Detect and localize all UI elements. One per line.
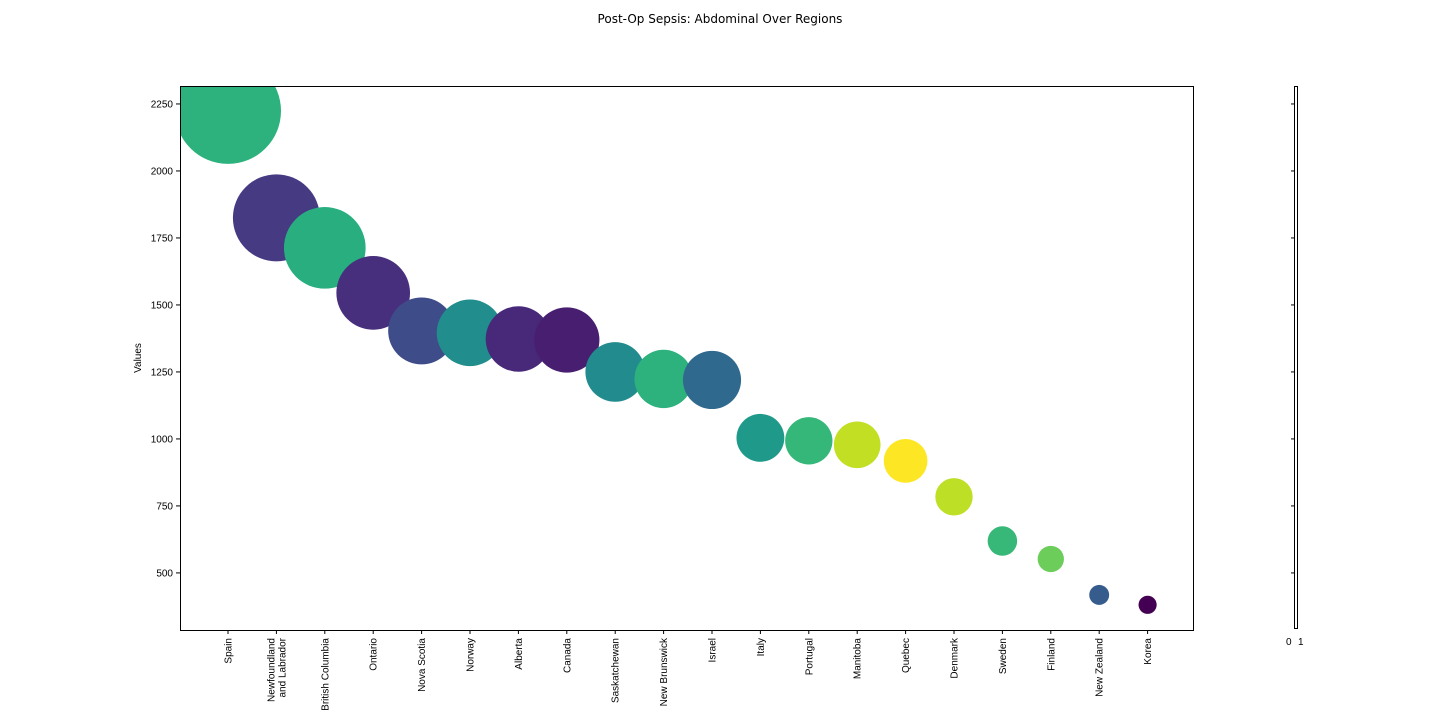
bubble-new-brunswick	[634, 349, 693, 409]
bubble-saskatchewan	[585, 342, 645, 402]
x-tick-label: Korea	[1143, 638, 1154, 665]
bubble-manitoba	[833, 421, 881, 469]
markers	[180, 86, 1157, 614]
y-tick-label: 500	[156, 568, 173, 579]
y-axis-label: Values	[133, 343, 144, 373]
x-tick-label: New Zealand	[1095, 638, 1106, 697]
y-tick-label: 2250	[151, 99, 174, 110]
x-tick-label: Portugal	[804, 638, 815, 675]
bubble-portugal	[785, 417, 833, 465]
x-tick-label: Norway	[466, 638, 477, 672]
x-tick-label: Ontario	[369, 638, 380, 671]
bubble-ontario	[336, 256, 411, 330]
bubble-british-columbia	[283, 207, 366, 289]
x-tick-label: Quebec	[901, 638, 912, 673]
x-tick-label-line: Newfoundland	[266, 638, 277, 702]
bubble-norway	[436, 299, 504, 367]
y-tick-label: 750	[156, 501, 173, 512]
x-tick-label: New Brunswick	[659, 637, 670, 706]
chart-title: Post-Op Sepsis: Abdominal Over Regions	[597, 12, 843, 26]
plot-frame	[180, 86, 1194, 631]
x-tick-label-line: and Labrador	[277, 637, 288, 697]
x-tick-label: Israel	[708, 638, 719, 662]
y-tick-label: 1750	[151, 233, 174, 244]
bubble-korea	[1138, 595, 1157, 614]
y-tick-label: 1250	[151, 367, 174, 378]
x-tick-label: Manitoba	[853, 638, 864, 680]
colorbar-tick-label: 0	[1286, 637, 1292, 648]
x-tick-label: Denmark	[950, 637, 961, 679]
bubble-denmark	[935, 478, 973, 516]
x-tick-label: Nova Scotia	[417, 638, 428, 692]
bubble-sweden	[987, 526, 1018, 556]
x-tick-label: Canada	[562, 638, 573, 673]
x-tick-label: Finland	[1046, 638, 1057, 671]
colorbar	[1294, 86, 1298, 629]
bubble-spain	[180, 86, 281, 164]
bubble-italy	[736, 413, 785, 462]
y-tick-label: 2000	[151, 166, 174, 177]
x-tick-label: Alberta	[514, 638, 525, 670]
bubble-nova-scotia	[388, 297, 456, 365]
x-tick-label: Spain	[224, 638, 235, 664]
bubble-alberta	[485, 306, 552, 372]
y-tick-label: 1500	[151, 300, 174, 311]
x-tick-label: Newfoundlandand Labrador	[266, 637, 288, 702]
x-tick-label: Sweden	[998, 638, 1009, 674]
x-tick-label: British Columbia	[320, 638, 331, 711]
bubble-quebec	[883, 439, 928, 483]
y-tick-label: 1000	[151, 434, 174, 445]
bubble-new-zealand	[1089, 584, 1110, 605]
x-tick-label: Italy	[756, 638, 767, 656]
bubble-israel	[682, 350, 742, 410]
bubble-canada	[534, 307, 600, 373]
x-tick-label: Saskatchewan	[611, 638, 622, 703]
colorbar-tick-label: 1	[1298, 637, 1304, 648]
bubble-finland	[1037, 545, 1064, 573]
